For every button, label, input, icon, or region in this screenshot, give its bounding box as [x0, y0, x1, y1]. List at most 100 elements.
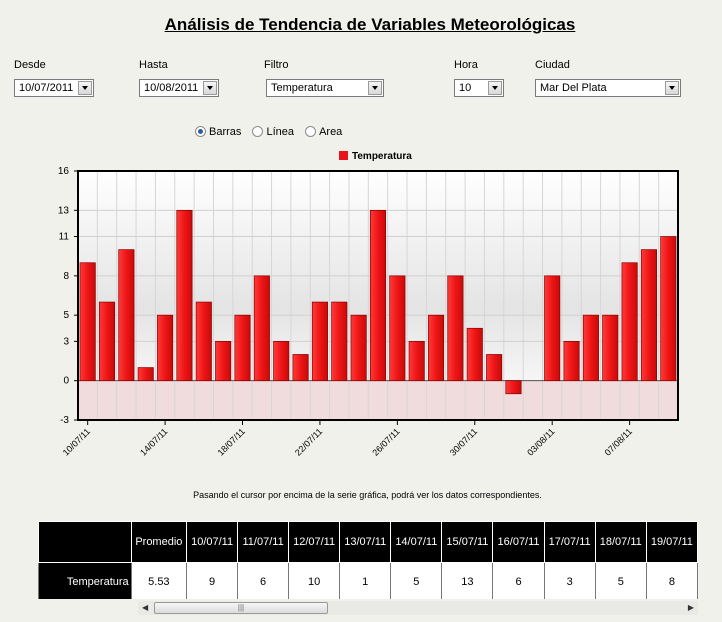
x-tick-label: 07/08/11 — [603, 426, 634, 457]
bar — [79, 262, 96, 382]
legend-swatch — [339, 151, 348, 160]
y-tick-label: 3 — [63, 336, 69, 347]
bar — [215, 341, 232, 382]
temp-cell: 8 — [645, 562, 698, 599]
x-tick-label: 22/07/11 — [293, 426, 324, 457]
hasta-value: 10/08/2011 — [144, 82, 199, 94]
radio-barras-label: Barras — [209, 126, 242, 138]
temp-cell: 6 — [492, 562, 545, 599]
bar — [563, 341, 580, 382]
bar — [253, 275, 270, 382]
radio-selected-icon — [195, 126, 206, 137]
bar — [602, 314, 619, 382]
scroll-left-icon[interactable]: ◀ — [142, 603, 149, 612]
bar — [486, 354, 503, 382]
date-header: 11/07/11 — [237, 521, 290, 563]
horizontal-scrollbar[interactable]: ◀ ||| ▶ — [138, 601, 698, 615]
ciudad-select[interactable]: Mar Del Plata — [535, 79, 681, 97]
radio-icon — [305, 126, 317, 137]
x-tick-label: 14/07/11 — [138, 426, 169, 457]
radio-area-label: Area — [319, 126, 343, 138]
desde-label: Desde — [14, 59, 46, 71]
hora-value: 10 — [459, 82, 472, 94]
bar — [389, 275, 406, 382]
hasta-label: Hasta — [139, 59, 168, 71]
y-tick-label: 5 — [63, 310, 69, 321]
temp-cell: 9 — [186, 562, 239, 599]
y-tick-label: 0 — [63, 376, 69, 387]
bar — [369, 209, 387, 382]
bar — [640, 249, 657, 382]
row-label: Temperatura — [38, 562, 132, 599]
bar — [350, 314, 367, 382]
plot-border — [77, 170, 679, 421]
date-header: 14/07/11 — [390, 521, 443, 563]
temp-cell: 5 — [594, 562, 647, 599]
filtro-label: Filtro — [264, 59, 289, 71]
bar — [660, 236, 677, 382]
date-header: 18/07/11 — [594, 521, 647, 563]
hora-select[interactable]: 10 — [454, 79, 504, 97]
date-header: 12/07/11 — [288, 521, 341, 563]
x-tick-label: 10/07/11 — [61, 426, 92, 457]
y-tick-label: -3 — [60, 415, 69, 426]
hasta-select[interactable]: 10/08/2011 — [139, 79, 219, 97]
chevron-down-icon[interactable] — [368, 81, 382, 95]
bar — [408, 341, 425, 382]
date-header: 15/07/11 — [441, 521, 494, 563]
chevron-down-icon[interactable] — [203, 81, 217, 95]
x-tick-label: 30/07/11 — [448, 426, 479, 457]
x-tick-label: 26/07/11 — [370, 426, 401, 457]
temp-cell: 10 — [288, 562, 341, 599]
filtro-select[interactable]: Temperatura — [266, 79, 384, 97]
radio-icon — [252, 126, 264, 137]
desde-select[interactable]: 10/07/2011 — [14, 79, 94, 97]
avg-value: 5.53 — [130, 562, 188, 599]
y-tick-label: 11 — [59, 232, 70, 243]
y-tick-label: 16 — [58, 166, 70, 177]
radio-linea[interactable]: Línea — [252, 126, 294, 138]
hora-label: Hora — [454, 59, 478, 71]
chevron-down-icon[interactable] — [665, 81, 679, 95]
hover-hint: Pasando el cursor por encima de la serie… — [193, 490, 542, 500]
filtro-value: Temperatura — [271, 82, 333, 94]
scroll-right-icon[interactable]: ▶ — [687, 603, 694, 612]
bar — [273, 341, 290, 382]
bar — [157, 314, 174, 382]
temp-cell: 3 — [543, 562, 596, 599]
radio-barras[interactable]: Barras — [195, 126, 241, 138]
x-tick-label: 18/07/11 — [216, 426, 247, 457]
bar — [176, 209, 193, 382]
bar — [292, 354, 309, 382]
scroll-thumb[interactable]: ||| — [154, 602, 328, 614]
bar — [582, 314, 599, 382]
bar — [137, 367, 154, 382]
bar — [195, 301, 212, 382]
temperature-chart: Temperatura -3 0 3 5 8 11 13 16 10/07/11 14/07/11… — [58, 151, 679, 458]
bar — [331, 301, 348, 382]
bar — [311, 301, 328, 382]
temp-cell: 1 — [339, 562, 392, 599]
page-title: Análisis de Tendencia de Variables Meteo… — [164, 15, 576, 34]
table-corner — [38, 521, 132, 563]
radio-area[interactable]: Area — [305, 126, 342, 138]
chart-type-radios: Barras Línea Area — [195, 126, 350, 138]
legend-label: Temperatura — [352, 151, 412, 162]
x-tick-label: 03/08/11 — [525, 426, 556, 457]
bar — [544, 275, 561, 382]
negative-band — [78, 380, 678, 420]
temp-cell: 6 — [237, 562, 290, 599]
date-header: 16/07/11 — [492, 521, 545, 563]
y-tick-label: 13 — [58, 205, 70, 216]
bar — [505, 380, 522, 395]
chevron-down-icon[interactable] — [78, 81, 92, 95]
temp-cell: 13 — [441, 562, 494, 599]
table-row: Temperatura 5.53 9 6 10 1 5 13 6 3 5 8 — [38, 562, 698, 599]
temp-cell: 5 — [390, 562, 443, 599]
avg-header: Promedio — [130, 521, 188, 563]
bar — [447, 275, 464, 382]
y-tick-label: 8 — [63, 271, 69, 282]
ciudad-value: Mar Del Plata — [540, 82, 607, 94]
chevron-down-icon[interactable] — [488, 81, 502, 95]
ciudad-label: Ciudad — [535, 59, 570, 71]
